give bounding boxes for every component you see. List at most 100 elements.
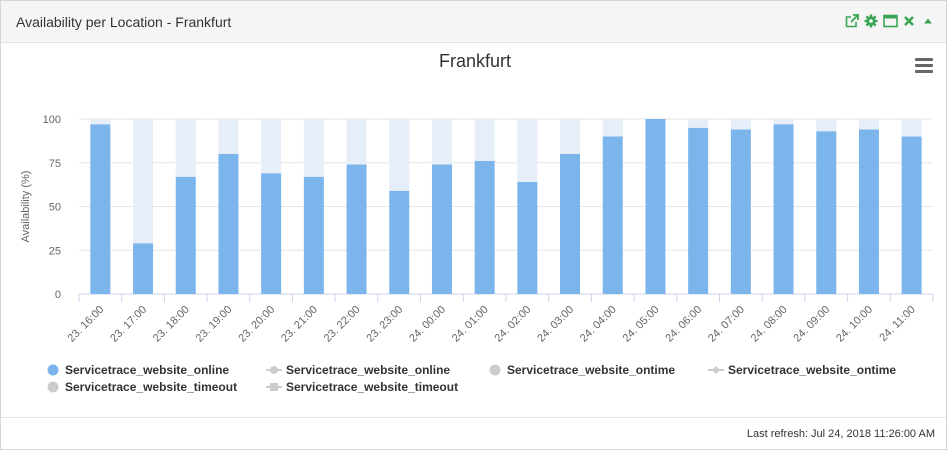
bar-online [175, 176, 196, 294]
y-tick-label: 100 [43, 114, 61, 126]
bar-timeout [688, 119, 709, 128]
collapse-icon[interactable] [920, 13, 936, 29]
x-tick-label: 23. 19:00 [194, 304, 235, 345]
y-tick-label: 0 [55, 289, 61, 301]
x-tick-label: 23. 16:00 [66, 304, 107, 345]
legend-label: Servicetrace_website_timeout [286, 380, 459, 394]
legend-item[interactable]: Servicetrace_website_ontime [708, 363, 896, 377]
widget-title: Availability per Location - Frankfurt [16, 14, 232, 30]
legend-symbol-icon [266, 364, 282, 376]
bar-timeout [303, 119, 324, 177]
legend-label: Servicetrace_website_ontime [507, 363, 676, 377]
bar-online [133, 243, 154, 294]
bar-timeout [602, 119, 623, 137]
x-tick-label: 23. 23:00 [364, 304, 405, 345]
x-tick-label: 24. 06:00 [663, 304, 704, 345]
legend-label: Servicetrace_website_ontime [728, 363, 897, 377]
bar-online [858, 129, 879, 294]
x-tick-label: 24. 05:00 [621, 304, 662, 345]
legend-symbol-icon [266, 381, 282, 393]
bar-timeout [773, 119, 794, 125]
bar-timeout [133, 119, 154, 244]
legend-item[interactable]: Servicetrace_website_online [266, 363, 450, 377]
x-tick-label: 23. 18:00 [151, 304, 192, 345]
y-axis-title: Availability (%) [20, 171, 32, 243]
legend-label: Servicetrace_website_online [286, 363, 451, 377]
bar-timeout [517, 119, 538, 182]
y-tick-label: 50 [49, 202, 61, 214]
x-tick-label: 23. 21:00 [279, 304, 320, 345]
x-tick-label: 24. 09:00 [791, 304, 832, 345]
bar-online [261, 173, 282, 294]
bar-timeout [858, 119, 879, 130]
bar-online [517, 182, 538, 294]
x-tick-label: 23. 17:00 [108, 304, 149, 345]
bar-timeout [346, 119, 367, 165]
bar-timeout [389, 119, 410, 191]
bar-timeout [431, 119, 452, 165]
footer-divider [1, 417, 946, 418]
bar-timeout [730, 119, 751, 130]
x-tick-label: 24. 02:00 [493, 304, 534, 345]
external-link-icon[interactable] [844, 13, 860, 29]
bar-timeout [474, 119, 495, 161]
bar-timeout [175, 119, 196, 177]
last-refresh-text: Last refresh: Jul 24, 2018 11:26:00 AM [746, 428, 935, 440]
bar-timeout [90, 119, 111, 125]
bar-online [218, 154, 239, 294]
bar-online [730, 129, 751, 294]
legend-symbol-icon [45, 381, 61, 393]
x-tick-label: 24. 10:00 [834, 304, 875, 345]
x-tick-label: 24. 00:00 [407, 304, 448, 345]
x-tick-label: 24. 04:00 [578, 304, 619, 345]
x-tick-label: 24. 01:00 [450, 304, 491, 345]
bar-online [560, 154, 581, 294]
legend-label: Servicetrace_website_online [65, 363, 230, 377]
x-tick-label: 24. 03:00 [535, 304, 576, 345]
legend-item[interactable]: Servicetrace_website_timeout [266, 380, 458, 394]
widget-header: Availability per Location - Frankfurt [1, 1, 946, 43]
legend-row: Servicetrace_website_online Servicetrace_… [45, 363, 925, 380]
bar-online [773, 124, 794, 294]
x-tick-label: 23. 20:00 [236, 304, 277, 345]
bar-online [645, 119, 666, 294]
bar-timeout [816, 119, 837, 132]
bar-online [389, 190, 410, 294]
bar-timeout [261, 119, 282, 174]
bar-timeout [218, 119, 239, 154]
close-icon[interactable] [901, 13, 917, 29]
gear-icon[interactable] [863, 13, 879, 29]
legend-symbol-icon [45, 364, 61, 376]
x-tick-label: 24. 08:00 [749, 304, 790, 345]
bar-timeout [901, 119, 922, 137]
bar-online [688, 127, 709, 294]
chart-legend: Servicetrace_website_online Servicetrace_… [45, 363, 925, 397]
y-tick-label: 75 [49, 158, 61, 170]
x-tick-label: 23. 22:00 [322, 304, 363, 345]
availability-chart: Frankfurt 0 25 50 75 100 Availability (%) 23. 1… [20, 51, 934, 345]
legend-item[interactable]: Servicetrace_website_timeout [45, 380, 237, 394]
bar-online [901, 136, 922, 294]
chart-area: Frankfurt 0 25 50 75 100 Availability (%) 23. 1… [1, 44, 946, 416]
legend-item[interactable]: Servicetrace_website_online [45, 363, 229, 377]
chart-title: Frankfurt [439, 51, 511, 71]
legend-symbol-icon [487, 364, 503, 376]
legend-item[interactable]: Servicetrace_website_ontime [487, 363, 675, 377]
bar-online [602, 136, 623, 294]
legend-symbol-icon [708, 364, 724, 376]
y-tick-label: 25 [49, 245, 61, 257]
bar-timeout [560, 119, 581, 154]
bar-online [816, 131, 837, 294]
bar-online [474, 161, 495, 294]
chart-menu-icon[interactable] [915, 58, 933, 74]
header-tools [844, 13, 936, 29]
x-tick-label: 24. 11:00 [877, 304, 917, 344]
x-tick-label: 24. 07:00 [706, 304, 747, 345]
bar-online [90, 124, 111, 294]
legend-label: Servicetrace_website_timeout [65, 380, 238, 394]
legend-row: Servicetrace_website_timeout Servicetrace… [45, 380, 925, 397]
maximize-icon[interactable] [882, 13, 898, 29]
bar-online [431, 164, 452, 294]
bar-online [346, 164, 367, 294]
